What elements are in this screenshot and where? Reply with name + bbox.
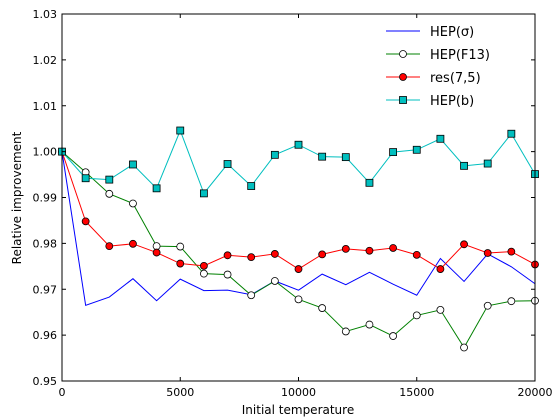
data-point — [483, 301, 492, 310]
x-tick-label: 10000 — [281, 386, 316, 399]
legend-marker-2 — [399, 73, 407, 81]
y-tick-label: 1.02 — [33, 54, 58, 67]
data-point — [270, 250, 279, 258]
data-point — [223, 270, 232, 279]
data-point — [152, 242, 161, 251]
data-point — [247, 253, 256, 262]
data-point — [176, 126, 185, 135]
x-tick-label: 5000 — [166, 386, 194, 399]
data-point — [389, 332, 398, 340]
data-point — [318, 250, 327, 259]
data-point — [507, 129, 516, 138]
data-point — [152, 248, 161, 257]
y-tick-label: 0.97 — [33, 283, 58, 296]
data-point — [105, 242, 114, 251]
y-tick-label: 0.98 — [33, 237, 58, 250]
legend: HEP(σ) HEP(F13) res(7,5) HEP(b) — [386, 25, 490, 109]
legend-label-1: HEP(F13) — [430, 48, 490, 63]
data-point — [270, 277, 279, 285]
y-tick-label: 0.96 — [33, 329, 58, 342]
x-axis-label: Initial temperature — [242, 403, 354, 417]
data-point — [129, 199, 137, 208]
data-point — [199, 269, 208, 278]
data-point — [199, 189, 208, 198]
plot-area-frame — [61, 13, 536, 382]
legend-marker-1 — [399, 50, 407, 58]
legend-marker-3 — [399, 96, 407, 104]
data-point — [507, 247, 516, 256]
data-point — [507, 297, 516, 306]
series-line-1 — [61, 151, 536, 349]
legend-label-2: res(7,5) — [430, 71, 481, 86]
data-point — [341, 244, 350, 253]
y-axis-label: Relative improvement — [10, 131, 24, 264]
data-point — [460, 161, 468, 170]
data-point — [81, 174, 90, 183]
data-point — [365, 246, 374, 255]
data-point — [129, 160, 137, 169]
data-point — [412, 145, 421, 154]
data-point — [341, 327, 350, 336]
data-point — [105, 175, 114, 184]
data-point — [412, 311, 421, 320]
y-tick-label: 0.95 — [33, 375, 58, 388]
x-tick-label: 20000 — [518, 386, 553, 399]
data-point — [483, 249, 492, 257]
data-point — [247, 182, 256, 190]
y-tick-label: 1.03 — [33, 8, 58, 21]
data-point — [389, 148, 398, 156]
data-point — [176, 242, 185, 251]
data-point — [247, 291, 256, 300]
y-tick-label: 1.01 — [33, 100, 58, 113]
data-point — [81, 217, 90, 226]
data-point — [483, 159, 492, 168]
data-point — [460, 240, 468, 249]
data-point — [294, 295, 303, 304]
data-point — [294, 265, 303, 273]
plot-frame — [61, 13, 536, 382]
data-point — [436, 305, 445, 314]
chart-marks — [58, 126, 539, 352]
data-point — [460, 343, 468, 352]
axis-ticks: 0 5000 10000 15000 20000 0.95 0.96 0.97 0.98 0.99… — [33, 8, 553, 399]
data-point — [365, 320, 374, 329]
data-point — [412, 250, 421, 259]
data-point — [270, 150, 279, 159]
data-point — [129, 239, 137, 248]
data-point — [436, 265, 445, 273]
data-point — [223, 251, 232, 260]
data-point — [389, 244, 398, 252]
data-point — [294, 140, 303, 149]
data-point — [105, 189, 114, 198]
x-tick-label: 15000 — [399, 386, 434, 399]
data-point — [152, 184, 161, 193]
legend-label-3: HEP(b) — [430, 94, 474, 109]
x-tick-label: 0 — [59, 386, 66, 399]
series-line-0 — [61, 151, 536, 306]
data-point — [199, 261, 208, 270]
data-point — [365, 178, 374, 187]
data-point — [436, 134, 445, 143]
data-point — [223, 160, 232, 168]
data-point — [341, 153, 350, 162]
y-tick-label: 0.99 — [33, 192, 58, 205]
data-point — [318, 152, 327, 161]
data-point — [318, 304, 327, 312]
data-point — [176, 259, 185, 268]
y-tick-label: 1.00 — [33, 146, 58, 159]
legend-label-0: HEP(σ) — [430, 25, 474, 40]
